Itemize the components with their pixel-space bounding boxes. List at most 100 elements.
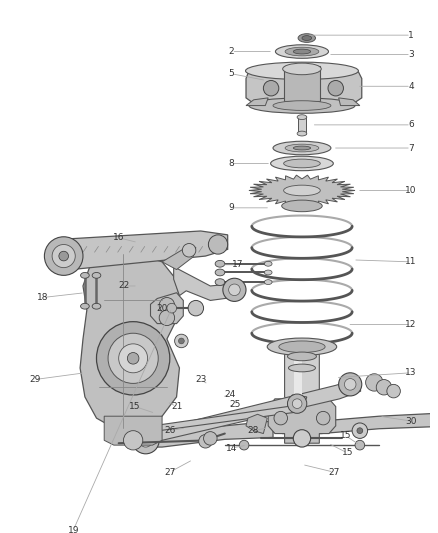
Polygon shape: [64, 231, 228, 270]
Circle shape: [229, 284, 240, 296]
Circle shape: [188, 301, 204, 316]
Text: 17: 17: [232, 260, 243, 269]
Text: 28: 28: [247, 426, 258, 435]
Circle shape: [223, 278, 246, 301]
Circle shape: [376, 379, 392, 395]
Ellipse shape: [215, 279, 225, 286]
Text: 15: 15: [129, 402, 141, 411]
Text: 29: 29: [29, 375, 40, 384]
Text: 25: 25: [230, 400, 241, 409]
Text: 3: 3: [408, 50, 414, 59]
Circle shape: [178, 338, 184, 344]
Polygon shape: [143, 421, 273, 447]
Text: 18: 18: [37, 293, 48, 302]
Circle shape: [127, 352, 139, 364]
Ellipse shape: [284, 159, 320, 168]
Ellipse shape: [215, 269, 225, 276]
Circle shape: [293, 430, 311, 447]
Circle shape: [292, 399, 302, 408]
Text: 8: 8: [229, 159, 234, 168]
Text: 24: 24: [224, 391, 235, 399]
Circle shape: [316, 411, 330, 425]
Circle shape: [344, 378, 356, 390]
Circle shape: [263, 80, 279, 96]
Polygon shape: [268, 399, 336, 443]
Ellipse shape: [293, 49, 311, 54]
Text: 5: 5: [229, 69, 234, 78]
Ellipse shape: [285, 144, 319, 152]
Ellipse shape: [265, 270, 272, 275]
Circle shape: [167, 303, 177, 313]
Polygon shape: [246, 71, 362, 106]
Ellipse shape: [289, 364, 315, 372]
Polygon shape: [249, 175, 355, 206]
Circle shape: [357, 428, 363, 433]
Text: 10: 10: [405, 186, 417, 195]
Circle shape: [287, 394, 307, 413]
Polygon shape: [339, 98, 360, 106]
Ellipse shape: [293, 146, 311, 150]
Circle shape: [366, 374, 383, 391]
Ellipse shape: [302, 36, 311, 41]
Ellipse shape: [273, 141, 331, 155]
Circle shape: [159, 297, 175, 313]
Ellipse shape: [265, 280, 272, 285]
Polygon shape: [246, 98, 268, 106]
Text: 9: 9: [229, 203, 234, 212]
Circle shape: [387, 384, 400, 398]
Ellipse shape: [284, 185, 320, 196]
Text: 19: 19: [67, 526, 79, 533]
Circle shape: [59, 251, 68, 261]
Ellipse shape: [287, 352, 316, 361]
Ellipse shape: [215, 261, 225, 267]
Bar: [298, 116, 306, 134]
Ellipse shape: [92, 303, 101, 309]
Circle shape: [208, 235, 228, 254]
Circle shape: [132, 427, 159, 454]
Bar: [284, 66, 320, 101]
Text: 16: 16: [113, 233, 124, 242]
Polygon shape: [80, 254, 180, 431]
Polygon shape: [112, 395, 307, 435]
Ellipse shape: [265, 261, 272, 266]
Text: 30: 30: [405, 416, 417, 425]
Text: 11: 11: [405, 257, 417, 266]
Polygon shape: [151, 379, 361, 440]
Polygon shape: [285, 349, 319, 402]
Text: 12: 12: [405, 320, 417, 329]
Bar: [294, 348, 302, 398]
Ellipse shape: [273, 101, 331, 110]
Circle shape: [182, 244, 196, 257]
Text: 1: 1: [408, 31, 414, 39]
Text: 6: 6: [408, 120, 414, 130]
Circle shape: [159, 310, 175, 326]
Circle shape: [108, 333, 158, 383]
Circle shape: [44, 237, 83, 276]
Ellipse shape: [283, 63, 321, 75]
Ellipse shape: [271, 156, 333, 171]
Ellipse shape: [249, 98, 355, 114]
Circle shape: [124, 431, 143, 450]
Circle shape: [96, 321, 170, 395]
Circle shape: [239, 440, 249, 450]
Circle shape: [199, 434, 212, 448]
Circle shape: [139, 433, 152, 447]
Text: 15: 15: [342, 448, 353, 457]
Circle shape: [328, 80, 343, 96]
Circle shape: [204, 432, 217, 445]
Polygon shape: [273, 411, 438, 433]
Ellipse shape: [298, 34, 315, 43]
Circle shape: [274, 411, 287, 425]
Ellipse shape: [246, 62, 358, 79]
Circle shape: [355, 440, 365, 450]
Ellipse shape: [279, 341, 325, 352]
Text: 4: 4: [408, 82, 414, 91]
Polygon shape: [162, 247, 196, 270]
Text: 27: 27: [164, 467, 176, 477]
Text: 15: 15: [339, 431, 351, 440]
Text: 26: 26: [164, 426, 176, 435]
Polygon shape: [173, 266, 239, 301]
Text: 2: 2: [229, 47, 234, 56]
Ellipse shape: [282, 200, 322, 212]
Text: 27: 27: [328, 467, 339, 477]
